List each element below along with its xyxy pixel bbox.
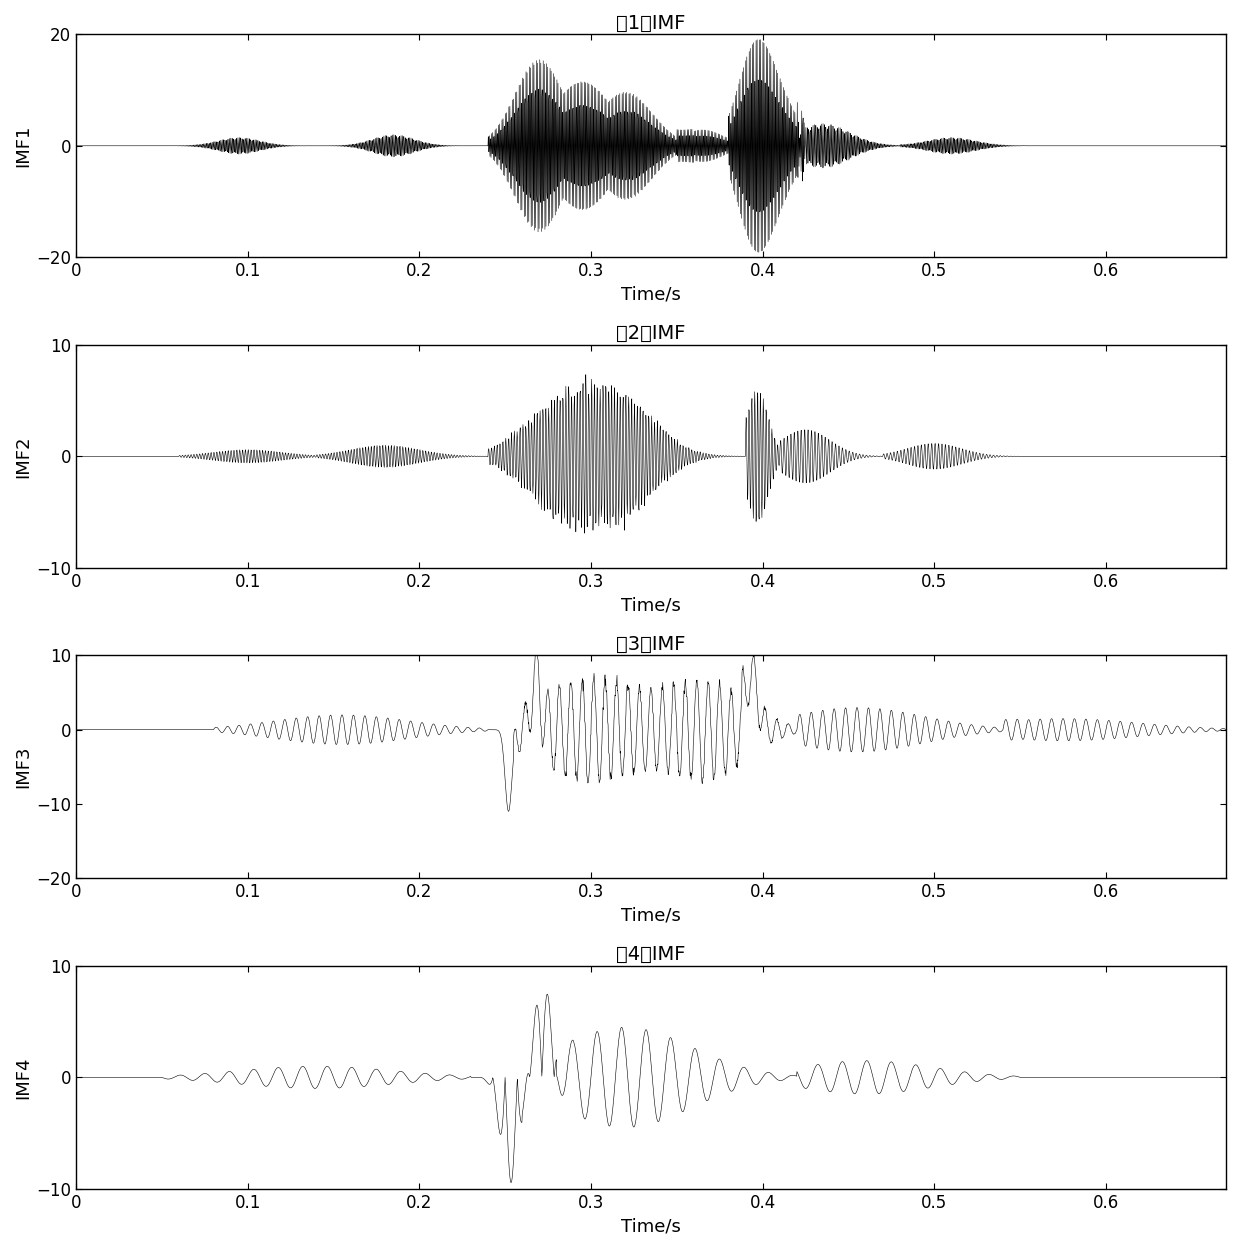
Title: 第2个IMF: 第2个IMF [616,325,686,343]
Y-axis label: IMF2: IMF2 [14,435,32,477]
X-axis label: Time/s: Time/s [621,907,681,924]
Y-axis label: IMF4: IMF4 [14,1057,32,1099]
X-axis label: Time/s: Time/s [621,1217,681,1235]
Title: 第4个IMF: 第4个IMF [616,945,686,964]
Title: 第3个IMF: 第3个IMF [616,634,686,654]
X-axis label: Time/s: Time/s [621,596,681,615]
X-axis label: Time/s: Time/s [621,286,681,304]
Title: 第1个IMF: 第1个IMF [616,14,686,32]
Y-axis label: IMF1: IMF1 [14,125,32,167]
Y-axis label: IMF3: IMF3 [14,746,32,788]
